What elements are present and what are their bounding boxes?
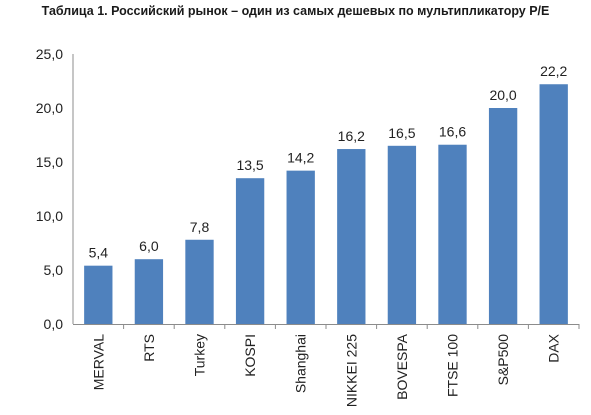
category-label: FTSE 100	[445, 334, 461, 397]
data-labels: 5,4 6,0 7,8 13,5 14,2 16,2 16,5 16,6 20,0 22,2	[89, 63, 568, 260]
data-label: 14,2	[287, 150, 314, 166]
y-tick-label: 5,0	[44, 262, 64, 278]
category-label: NIKKEI 225	[343, 334, 359, 407]
bar	[387, 145, 417, 324]
bar	[488, 108, 518, 324]
bar	[539, 84, 568, 325]
category-label: RTS	[141, 334, 157, 362]
data-label: 20,0	[489, 87, 516, 103]
y-tick-label: 0,0	[44, 316, 64, 332]
data-label: 22,2	[540, 63, 567, 79]
bars	[84, 84, 568, 325]
bar	[286, 170, 315, 324]
data-label: 6,0	[139, 238, 159, 254]
bar	[438, 144, 467, 324]
bar	[185, 239, 214, 324]
category-label: KOSPI	[242, 334, 258, 377]
y-axis: 0,0 5,0 10,0 15,0 20,0 25,0	[36, 46, 74, 332]
data-label: 13,5	[236, 157, 263, 173]
y-tick-label: 25,0	[36, 46, 63, 62]
bar	[337, 149, 366, 324]
data-label: 16,6	[439, 124, 466, 140]
data-label: 5,4	[89, 245, 109, 261]
y-tick-label: 15,0	[36, 154, 63, 170]
category-label: Turkey	[192, 334, 208, 376]
y-tick-label: 20,0	[36, 100, 63, 116]
category-label: BOVESPA	[394, 333, 410, 400]
x-axis: MERVAL RTS Turkey KOSPI Shanghai NIKKEI 225 BO…	[73, 324, 580, 407]
category-label: S&P500	[495, 334, 511, 386]
chart-title: Таблица 1. Российский рынок – один из са…	[41, 4, 550, 18]
data-label: 16,2	[338, 128, 365, 144]
bar	[84, 265, 113, 324]
category-label: MERVAL	[90, 334, 106, 390]
data-label: 16,5	[388, 125, 415, 141]
bar	[235, 178, 265, 324]
y-tick-label: 10,0	[36, 208, 63, 224]
category-label: Shanghai	[293, 334, 309, 393]
data-label: 7,8	[190, 219, 210, 235]
bar	[134, 259, 164, 324]
category-label: DAX	[546, 333, 562, 362]
